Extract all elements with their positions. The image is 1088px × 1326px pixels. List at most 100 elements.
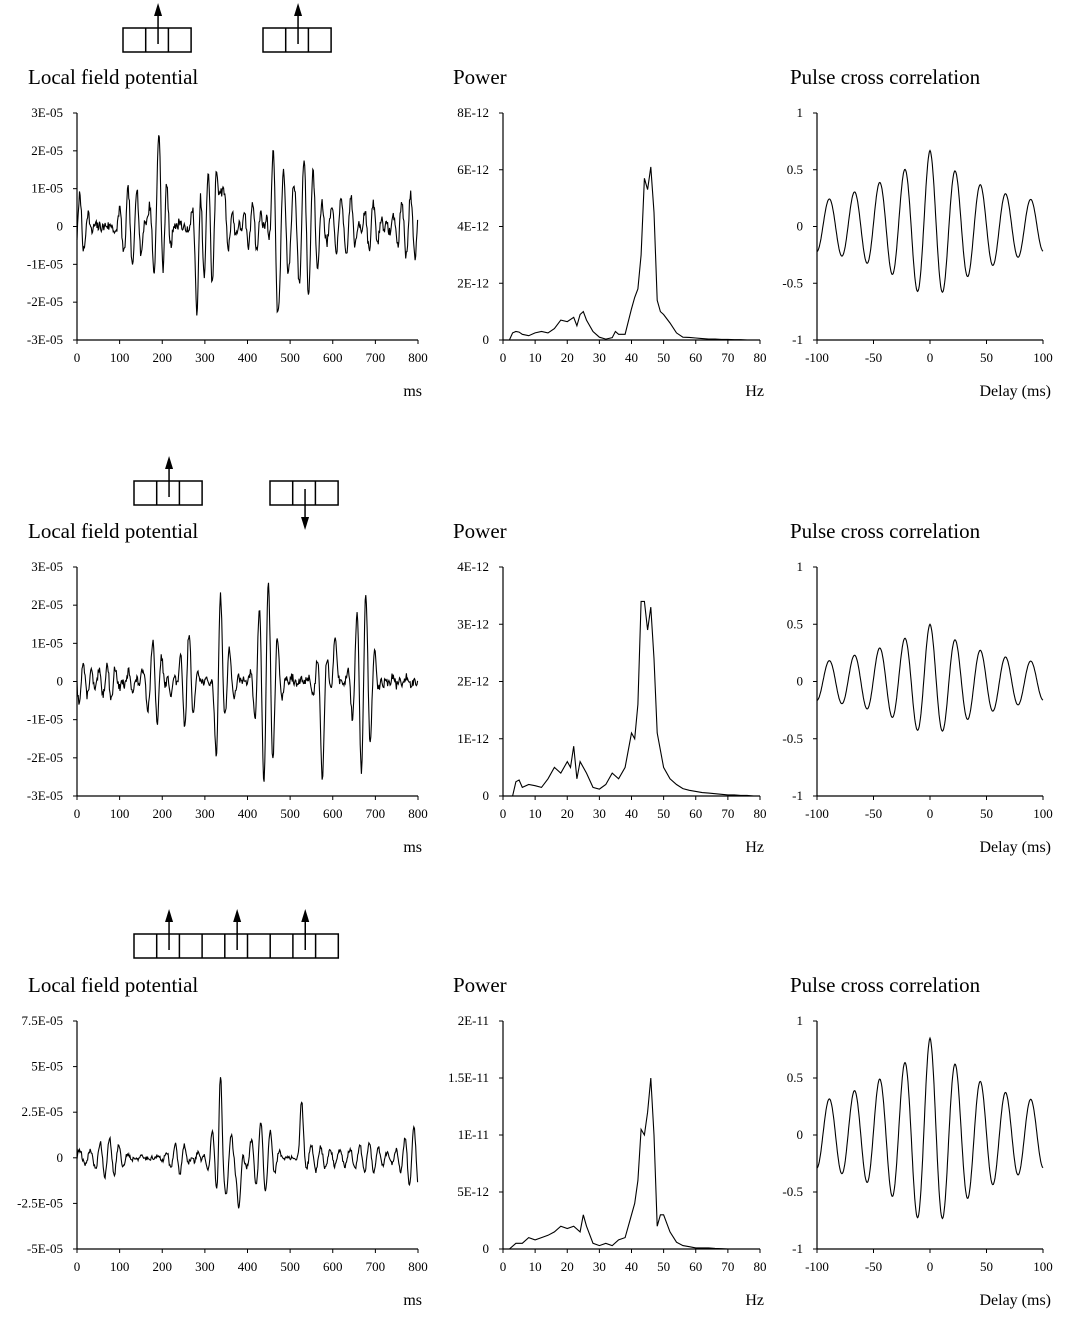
x-tick-label: 60 xyxy=(689,806,702,821)
series-line xyxy=(76,1077,419,1209)
x-tick-label: -100 xyxy=(805,1259,829,1274)
y-tick-label: 7.5E-05 xyxy=(21,1013,63,1028)
x-tick-label: 40 xyxy=(625,350,638,365)
series-line xyxy=(816,149,1044,294)
panel-title: Pulse cross correlation xyxy=(790,65,981,89)
x-tick-label: 800 xyxy=(408,806,428,821)
x-tick-label: 50 xyxy=(657,350,670,365)
y-tick-label: 1E-05 xyxy=(31,635,63,650)
x-tick-label: 100 xyxy=(110,806,130,821)
arrow-up-icon xyxy=(294,3,303,16)
y-tick-label: 4E-12 xyxy=(457,559,489,574)
x-tick-label: 700 xyxy=(366,1259,386,1274)
panel-title: Local field potential xyxy=(28,973,198,997)
x-tick-label: -100 xyxy=(805,806,829,821)
x-tick-label: 200 xyxy=(153,1259,173,1274)
lfp-panel: Local field potential -5E-05 -2.5E-05 0 2.5E… xyxy=(17,973,428,1309)
y-tick-label: 0 xyxy=(797,219,804,234)
x-axis-label: Hz xyxy=(745,839,764,856)
y-tick-label: 0 xyxy=(797,1127,804,1142)
x-axis-label: Delay (ms) xyxy=(979,383,1051,400)
power-panel: Power 0 2E-12 4E-12 6E-12 8E-12 0 10 20 30 40 50 60 7… xyxy=(453,65,767,400)
x-tick-label: 400 xyxy=(238,350,258,365)
series-line xyxy=(512,600,760,797)
x-tick-label: 400 xyxy=(238,1259,258,1274)
x-tick-label: 300 xyxy=(195,350,215,365)
y-tick-label: 0 xyxy=(797,674,804,689)
x-axis-label: Delay (ms) xyxy=(979,839,1051,856)
y-tick-label: 5E-12 xyxy=(457,1184,489,1199)
x-tick-label: 60 xyxy=(689,1259,702,1274)
y-tick-label: 0.5 xyxy=(787,1070,803,1085)
x-tick-label: 600 xyxy=(323,1259,343,1274)
x-tick-label: 70 xyxy=(721,350,734,365)
y-tick-label: 2.5E-05 xyxy=(21,1104,63,1119)
xcorr-panel: Pulse cross correlation -1 -0.5 0 0.5 1 -100 -5… xyxy=(782,973,1052,1309)
y-tick-label: -2.5E-05 xyxy=(17,1195,63,1210)
arrow-up-icon xyxy=(233,909,242,922)
x-tick-label: 500 xyxy=(280,1259,300,1274)
y-tick-label: 1E-12 xyxy=(457,731,489,746)
x-tick-label: 400 xyxy=(238,806,258,821)
panel-title: Power xyxy=(453,519,507,543)
arrow-down-icon xyxy=(301,517,310,530)
x-tick-label: -50 xyxy=(865,350,882,365)
xcorr-panel: Pulse cross correlation -1 -0.5 0 0.5 1 -100 -5… xyxy=(782,519,1052,856)
x-tick-label: 50 xyxy=(657,1259,670,1274)
y-tick-label: -0.5 xyxy=(782,731,803,746)
y-tick-label: -1E-05 xyxy=(27,712,63,727)
x-tick-label: 20 xyxy=(561,806,574,821)
x-tick-label: 0 xyxy=(927,350,934,365)
panel-title: Local field potential xyxy=(28,519,198,543)
y-tick-label: -1 xyxy=(792,788,803,803)
x-tick-label: 100 xyxy=(1033,350,1053,365)
y-tick-label: -0.5 xyxy=(782,1184,803,1199)
y-tick-label: 0 xyxy=(483,1241,490,1256)
arrow-up-icon xyxy=(165,909,174,922)
network-schematic xyxy=(122,3,332,53)
x-tick-label: 0 xyxy=(74,806,81,821)
y-tick-label: 2E-05 xyxy=(31,597,63,612)
series-line xyxy=(816,1036,1044,1220)
x-tick-label: 10 xyxy=(529,1259,542,1274)
y-tick-label: -2E-05 xyxy=(27,750,63,765)
x-tick-label: 0 xyxy=(500,350,507,365)
x-tick-label: 50 xyxy=(980,350,993,365)
power-panel: Power 0 5E-12 1E-11 1.5E-11 2E-11 0 10 20 30 40 50 6… xyxy=(448,973,767,1309)
x-tick-label: 20 xyxy=(561,350,574,365)
x-tick-label: 80 xyxy=(754,806,767,821)
x-tick-label: 500 xyxy=(280,806,300,821)
y-tick-label: 0 xyxy=(57,674,64,689)
x-axis-label: Hz xyxy=(745,1292,764,1309)
x-tick-label: -100 xyxy=(805,350,829,365)
x-axis-label: Hz xyxy=(745,383,764,400)
x-tick-label: 300 xyxy=(195,1259,215,1274)
figure-row-1: Local field potential -3E-05 -2E-05 -1E-05 0… xyxy=(27,3,1053,400)
box-group xyxy=(262,27,332,53)
y-tick-label: 1.5E-11 xyxy=(448,1070,489,1085)
x-axis-label: ms xyxy=(403,839,422,856)
y-tick-label: 0 xyxy=(57,1150,64,1165)
series-line xyxy=(816,623,1044,732)
x-tick-label: 800 xyxy=(408,1259,428,1274)
network-schematic xyxy=(133,909,340,959)
y-tick-label: -3E-05 xyxy=(27,332,63,347)
arrow-up-icon xyxy=(301,909,310,922)
y-tick-label: -1 xyxy=(792,1241,803,1256)
x-tick-label: 10 xyxy=(529,806,542,821)
arrow-up-icon xyxy=(154,3,163,16)
x-tick-label: -50 xyxy=(865,806,882,821)
x-tick-label: 300 xyxy=(195,806,215,821)
x-tick-label: 200 xyxy=(153,350,173,365)
panel-title: Pulse cross correlation xyxy=(790,973,981,997)
y-tick-label: 6E-12 xyxy=(457,162,489,177)
panel-title: Power xyxy=(453,65,507,89)
network-schematic xyxy=(133,456,339,530)
lfp-panel: Local field potential -3E-05 -2E-05 -1E-05 0… xyxy=(27,65,428,400)
figure-row-3: Local field potential -5E-05 -2.5E-05 0 2.5E… xyxy=(17,909,1053,1309)
x-tick-label: 10 xyxy=(529,350,542,365)
x-tick-label: 40 xyxy=(625,806,638,821)
panel-title: Local field potential xyxy=(28,65,198,89)
y-tick-label: -5E-05 xyxy=(27,1241,63,1256)
y-tick-label: 2E-12 xyxy=(457,674,489,689)
